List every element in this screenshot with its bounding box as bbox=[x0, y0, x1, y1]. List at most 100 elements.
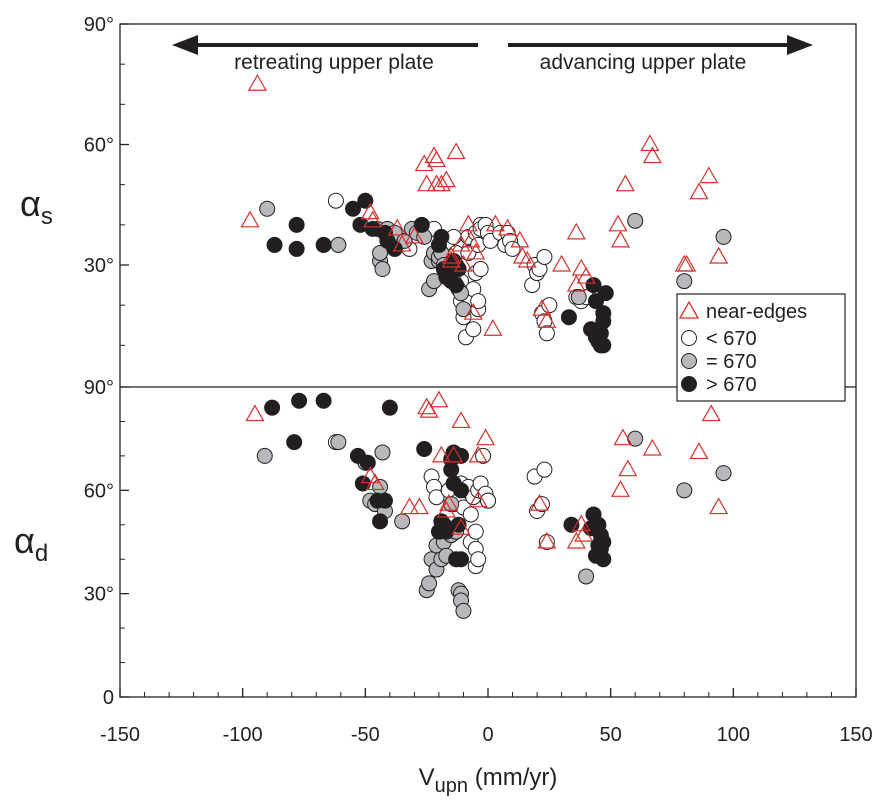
data-point-near-edges bbox=[517, 250, 537, 268]
data-point-near-edges bbox=[441, 250, 461, 268]
legend-label-gt670: > 670 bbox=[706, 374, 757, 396]
data-point-circle bbox=[465, 321, 482, 338]
data-point-near-edges bbox=[613, 428, 633, 446]
data-point-near-edges bbox=[642, 438, 662, 456]
data-point-circle bbox=[330, 434, 347, 451]
legend-item-gt670: > 670 bbox=[681, 374, 757, 396]
data-point-near-edges bbox=[699, 166, 719, 184]
data-point-near-edges bbox=[512, 246, 532, 264]
data-points bbox=[240, 74, 732, 619]
x-tick-label: 150 bbox=[839, 724, 872, 746]
data-point-circle bbox=[455, 301, 472, 318]
data-point-near-edges bbox=[574, 524, 594, 542]
data-point-circle bbox=[560, 309, 577, 326]
data-point-circle bbox=[372, 478, 389, 495]
data-point-near-edges bbox=[576, 266, 596, 284]
annotation-arrows: retreating upper plate advancing upper p… bbox=[172, 35, 813, 74]
data-point-circle bbox=[570, 289, 587, 306]
data-point-circle bbox=[256, 447, 273, 464]
y-label-alpha-s-sub: s bbox=[41, 203, 53, 230]
x-tick-label: -150 bbox=[100, 724, 140, 746]
data-point-near-edges bbox=[701, 404, 721, 422]
data-point-circle bbox=[374, 261, 391, 278]
data-point-circle bbox=[394, 513, 411, 530]
data-point-circle bbox=[470, 293, 487, 310]
data-point-near-edges bbox=[458, 214, 478, 232]
data-point-circle bbox=[374, 444, 391, 461]
right-arrowhead-icon bbox=[787, 35, 813, 55]
data-point-circle bbox=[538, 534, 555, 550]
data-point-circle bbox=[480, 492, 496, 509]
data-point-near-edges bbox=[483, 319, 503, 336]
data-point-circle bbox=[345, 200, 362, 217]
data-point-near-edges bbox=[640, 134, 660, 152]
data-point-circle bbox=[357, 192, 374, 209]
data-point-near-edges bbox=[240, 210, 260, 228]
x-tick-label: -100 bbox=[223, 724, 263, 746]
data-point-circle bbox=[676, 482, 693, 499]
y-label-alpha-d-main: α bbox=[14, 520, 35, 561]
y-label-alpha-d-sub: d bbox=[35, 540, 48, 567]
data-point-near-edges bbox=[468, 490, 488, 508]
data-point-circle bbox=[536, 461, 553, 478]
data-point-circle bbox=[467, 523, 484, 540]
y-label-alpha-s: αs bbox=[20, 183, 53, 230]
data-point-near-edges bbox=[399, 497, 420, 515]
x-axis-label: Vupn (mm/yr) bbox=[419, 764, 558, 797]
data-point-near-edges bbox=[461, 230, 481, 248]
legend-label-eq670: = 670 bbox=[706, 351, 757, 373]
legend-triangle-icon bbox=[678, 300, 700, 319]
data-point-circle bbox=[715, 465, 732, 482]
data-point-circle bbox=[413, 216, 430, 233]
y-tick-label: 30° bbox=[84, 584, 114, 606]
legend-white-circle-icon bbox=[681, 330, 697, 346]
data-point-near-edges bbox=[642, 146, 662, 164]
data-point-circle bbox=[433, 228, 450, 245]
y-label-alpha-s-main: α bbox=[20, 183, 41, 224]
data-point-near-edges bbox=[429, 390, 449, 408]
legend: near-edges < 670 = 670 > 670 bbox=[676, 293, 846, 402]
data-point-circle bbox=[595, 551, 612, 568]
data-point-near-edges bbox=[446, 142, 466, 160]
data-point-near-edges bbox=[610, 480, 631, 497]
data-point-circle bbox=[315, 392, 332, 409]
data-point-near-edges bbox=[709, 497, 729, 515]
x-tick-label: 100 bbox=[717, 724, 750, 746]
data-point-circle bbox=[538, 325, 555, 342]
data-point-near-edges bbox=[689, 182, 709, 200]
data-point-near-edges bbox=[444, 445, 464, 463]
data-point-near-edges bbox=[618, 459, 638, 477]
data-point-circle bbox=[504, 240, 521, 257]
data-point-near-edges bbox=[451, 411, 471, 429]
data-point-circle bbox=[266, 236, 283, 253]
data-point-near-edges bbox=[451, 234, 471, 252]
data-point-near-edges bbox=[537, 311, 557, 328]
y-tick-label: 60° bbox=[84, 480, 114, 502]
data-point-near-edges bbox=[566, 222, 586, 240]
data-point-near-edges bbox=[245, 404, 265, 422]
data-point-circle bbox=[381, 399, 398, 416]
y-tick-label: 30° bbox=[84, 255, 114, 277]
data-point-circle bbox=[372, 513, 389, 530]
data-point-circle bbox=[541, 297, 558, 314]
data-point-circle bbox=[359, 454, 376, 471]
data-point-near-edges bbox=[498, 218, 518, 236]
data-point-near-edges bbox=[610, 230, 631, 248]
y-axis-ticks: 30° 60° 90° 0 30° 60° 90° bbox=[84, 14, 129, 709]
legend-box bbox=[676, 293, 846, 402]
x-tick-label: 0 bbox=[482, 724, 493, 746]
y-tick-label: 90° bbox=[84, 377, 114, 399]
data-point-near-edges bbox=[608, 214, 628, 232]
data-point-near-edges bbox=[552, 254, 572, 272]
data-point-circle bbox=[376, 492, 393, 509]
data-point-circle bbox=[354, 475, 371, 492]
data-point-near-edges bbox=[247, 74, 267, 91]
y-tick-label: 60° bbox=[84, 135, 114, 157]
data-point-circle bbox=[578, 568, 595, 585]
data-point-near-edges bbox=[532, 298, 552, 316]
data-point-circle bbox=[416, 441, 433, 457]
legend-label-lt670: < 670 bbox=[706, 328, 757, 350]
data-point-circle bbox=[330, 236, 347, 253]
data-point-circle bbox=[286, 434, 303, 451]
data-point-near-edges bbox=[439, 493, 459, 511]
